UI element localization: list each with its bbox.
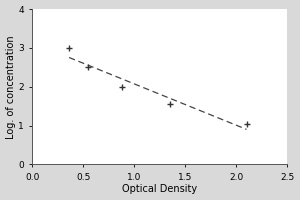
X-axis label: Optical Density: Optical Density (122, 184, 197, 194)
Y-axis label: Log. of concentration: Log. of concentration (6, 35, 16, 139)
